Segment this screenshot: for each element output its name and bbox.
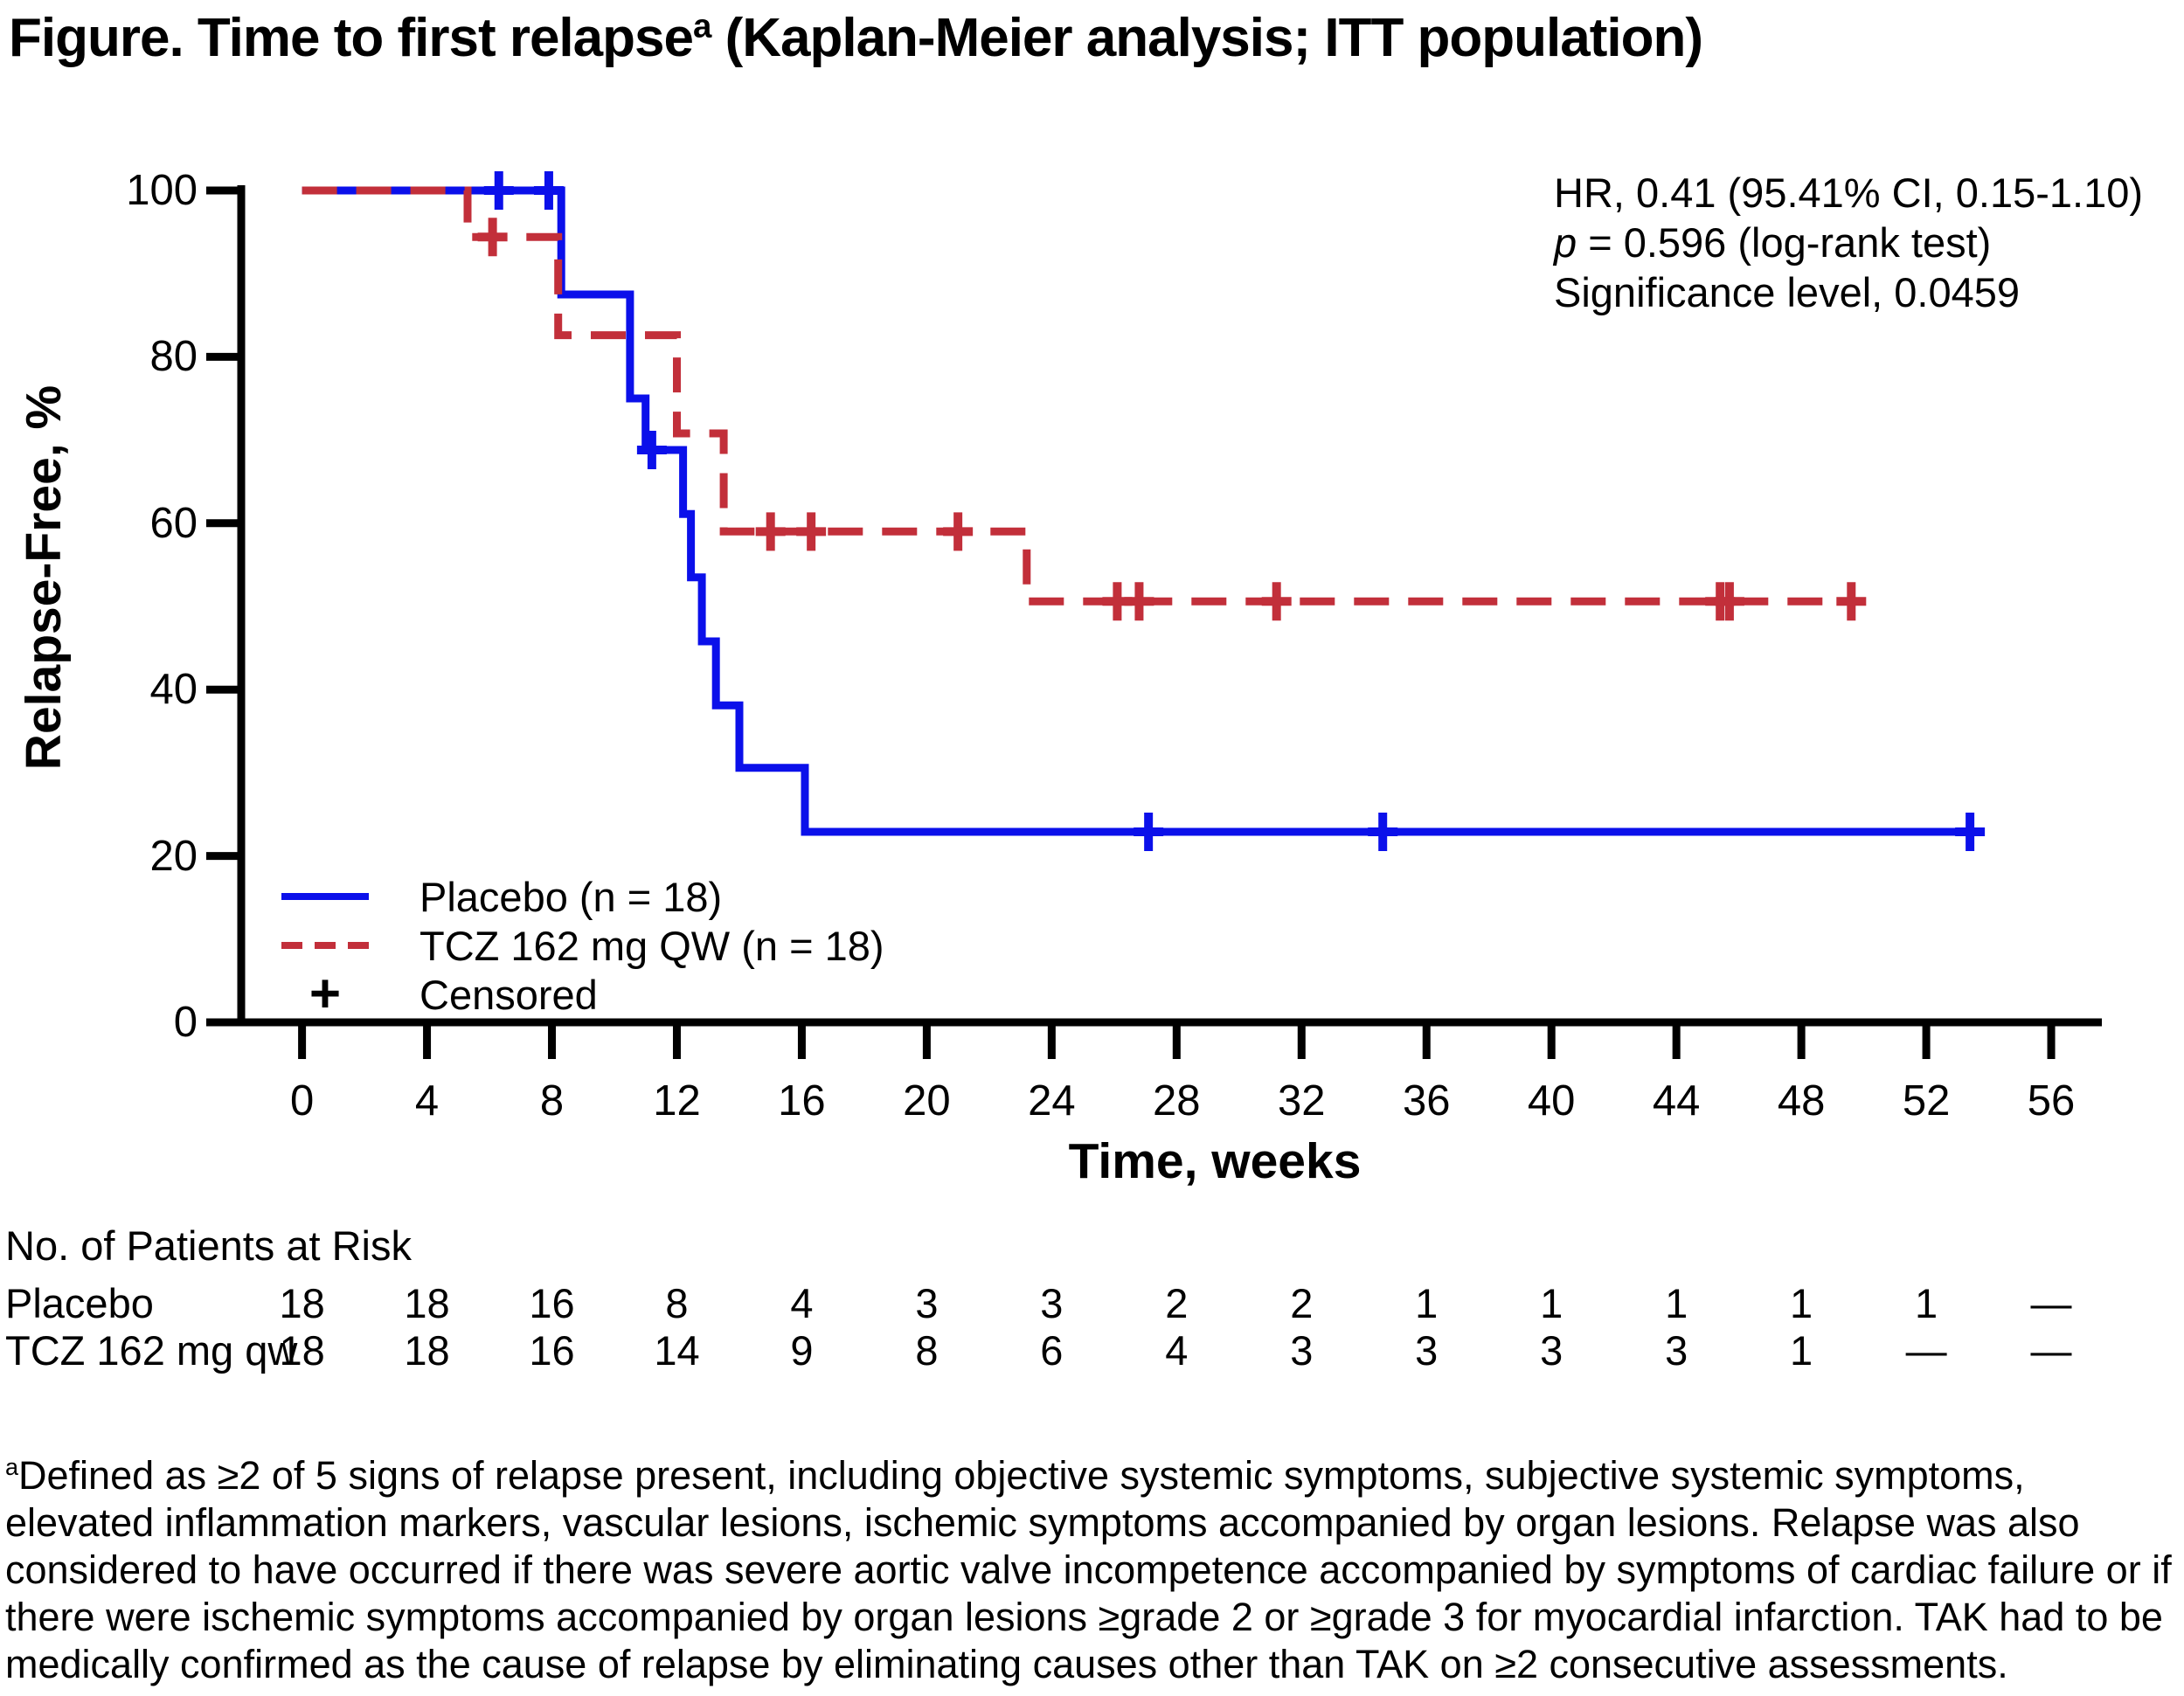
risk-value: 6 <box>1040 1327 1064 1374</box>
risk-table-header: No. of Patients at Risk <box>5 1222 412 1269</box>
footnote: aDefined as ≥2 of 5 signs of relapse pre… <box>5 1443 2181 1688</box>
legend-item-censored: + Censored <box>281 964 884 1024</box>
footnote-marker: a <box>5 1454 19 1480</box>
risk-value: 18 <box>279 1327 325 1374</box>
plot-legend: Placebo (n = 18) TCZ 162 mg QW (n = 18) … <box>281 872 884 1024</box>
risk-value: 1 <box>1665 1280 1688 1326</box>
footnote-text: Defined as ≥2 of 5 signs of relapse pres… <box>5 1453 2172 1686</box>
risk-value: 18 <box>404 1327 450 1374</box>
risk-value: — <box>2030 1280 2072 1326</box>
x-tick-label-56: 56 <box>2027 1077 2076 1125</box>
stats-annotation: HR, 0.41 (95.41% CI, 0.15-1.10) p = 0.59… <box>1554 168 2143 317</box>
km-curve-placebo <box>302 186 1977 836</box>
p-value-rest: = 0.596 (log-rank test) <box>1577 219 1992 266</box>
risk-value: 3 <box>1040 1280 1064 1326</box>
legend-label-placebo: Placebo (n = 18) <box>419 873 723 920</box>
risk-value: 1 <box>1790 1327 1813 1374</box>
risk-value: 16 <box>529 1327 575 1374</box>
tcz-line-swatch <box>281 942 369 949</box>
x-tick-label-20: 20 <box>903 1077 951 1125</box>
risk-value: — <box>2030 1327 2072 1374</box>
x-tick-label-4: 4 <box>414 1077 440 1125</box>
figure-title-text: Figure. Time to first relapse <box>9 8 694 68</box>
y-tick-label-100: 100 <box>126 167 198 214</box>
x-tick-label-48: 48 <box>1777 1077 1826 1125</box>
risk-value: 18 <box>404 1280 450 1326</box>
x-tick-label-40: 40 <box>1527 1077 1576 1125</box>
x-tick-label-16: 16 <box>778 1077 826 1125</box>
p-symbol: p <box>1554 219 1577 266</box>
km-plot <box>206 171 2102 1059</box>
y-tick-label-60: 60 <box>149 499 198 547</box>
p-value-line: p = 0.596 (log-rank test) <box>1554 218 2143 267</box>
risk-value: 4 <box>790 1280 814 1326</box>
x-tick-label-8: 8 <box>539 1077 565 1125</box>
risk-value: 1 <box>1540 1280 1563 1326</box>
risk-value: 1 <box>1790 1280 1813 1326</box>
risk-value: 2 <box>1290 1280 1314 1326</box>
risk-row-label-placebo: Placebo <box>5 1280 154 1326</box>
hazard-ratio-line: HR, 0.41 (95.41% CI, 0.15-1.10) <box>1554 170 2144 216</box>
figure-title-superscript: a <box>692 7 711 45</box>
x-tick-label-44: 44 <box>1652 1077 1701 1125</box>
risk-value: 14 <box>654 1327 700 1374</box>
x-tick-label-0: 0 <box>289 1077 315 1125</box>
censored-swatch: + <box>281 964 369 1024</box>
risk-value: 3 <box>1665 1327 1688 1374</box>
x-tick-label-32: 32 <box>1278 1077 1326 1125</box>
risk-value: 3 <box>1290 1327 1314 1374</box>
x-tick-label-52: 52 <box>1902 1077 1951 1125</box>
risk-value: 8 <box>915 1327 939 1374</box>
significance-line: Significance level, 0.0459 <box>1554 269 2021 315</box>
legend-item-tcz: TCZ 162 mg QW (n = 18) <box>281 921 884 970</box>
x-axis-title: Time, weeks <box>1068 1133 1362 1189</box>
risk-value: 3 <box>915 1280 939 1326</box>
legend-label-censored: Censored <box>419 971 598 1018</box>
x-tick-label-12: 12 <box>653 1077 701 1125</box>
legend-label-tcz: TCZ 162 mg QW (n = 18) <box>419 922 884 969</box>
figure-title-suffix: (Kaplan-Meier analysis; ITT population) <box>711 8 1703 68</box>
figure-title: Figure. Time to first relapsea (Kaplan-M… <box>9 7 1703 69</box>
risk-value: 16 <box>529 1280 575 1326</box>
risk-value: 18 <box>279 1280 325 1326</box>
risk-value: 1 <box>1415 1280 1439 1326</box>
risk-value: 3 <box>1540 1327 1563 1374</box>
risk-value: — <box>1905 1327 1947 1374</box>
y-tick-label-20: 20 <box>149 832 198 880</box>
risk-value: 1 <box>1915 1280 1938 1326</box>
risk-value: 8 <box>665 1280 689 1326</box>
risk-value: 2 <box>1165 1280 1189 1326</box>
dashed-red-line-icon <box>281 942 369 949</box>
risk-row-label-tcz: TCZ 162 mg qw <box>5 1327 298 1374</box>
x-tick-label-24: 24 <box>1028 1077 1076 1125</box>
risk-value: 3 <box>1415 1327 1439 1374</box>
legend-item-placebo: Placebo (n = 18) <box>281 872 884 921</box>
solid-blue-line-icon <box>281 893 369 900</box>
risk-value: 9 <box>790 1327 814 1374</box>
y-tick-label-80: 80 <box>149 333 198 381</box>
x-tick-label-36: 36 <box>1402 1077 1451 1125</box>
x-tick-label-28: 28 <box>1153 1077 1201 1125</box>
plus-icon: + <box>309 964 342 1024</box>
y-tick-label-0: 0 <box>173 999 198 1046</box>
risk-value: 4 <box>1165 1327 1189 1374</box>
placebo-line-swatch <box>281 893 369 900</box>
km-curve-tcz <box>302 186 1861 606</box>
y-tick-label-40: 40 <box>149 666 198 714</box>
